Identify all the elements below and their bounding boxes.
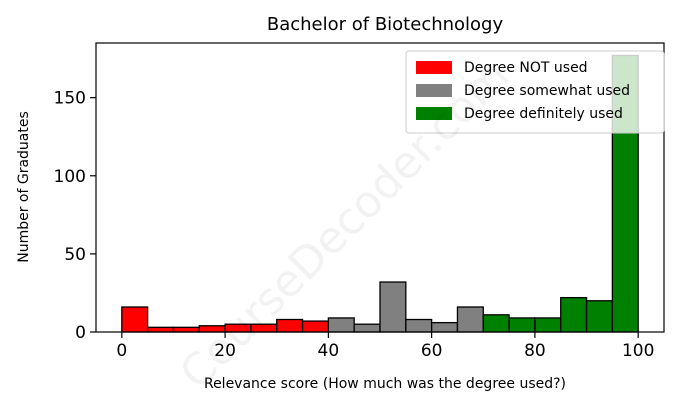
x-axis-label: Relevance score (How much was the degree… (204, 376, 566, 392)
bar-degree-not-used-10 (172, 326, 200, 333)
bar-degree-definitely-used-70 (482, 314, 510, 333)
bars-group (121, 54, 639, 333)
bar-degree-somewhat-used-55 (405, 318, 433, 333)
bar-degree-somewhat-used-60 (430, 321, 459, 333)
watermark: CourseDecoder.com (170, 50, 519, 399)
bar-degree-somewhat-used-50 (379, 281, 407, 333)
x-axis-ticks: 0 20 40 60 80 100 (116, 332, 654, 361)
y-axis-label: Number of Graduates (16, 111, 32, 263)
legend-swatch (416, 107, 452, 120)
x-tick-label: 20 (214, 341, 236, 361)
x-tick-label: 60 (421, 341, 443, 361)
bar-degree-definitely-used-75 (508, 317, 536, 333)
y-tick-label: 0 (75, 323, 86, 343)
legend-swatch (416, 61, 452, 74)
legend-label: Degree somewhat used (464, 83, 630, 99)
bar-degree-definitely-used-80 (534, 317, 562, 333)
bar-degree-not-used-0 (121, 306, 149, 333)
bar-degree-not-used-5 (146, 326, 175, 333)
y-tick-label: 100 (54, 167, 86, 187)
legend: Degree NOT used Degree somewhat used Degre… (405, 50, 665, 134)
legend-swatch (416, 84, 452, 97)
x-tick-label: 80 (524, 341, 546, 361)
y-tick-label: 50 (64, 245, 86, 265)
bar-degree-definitely-used-90 (585, 300, 614, 333)
chart-title: Bachelor of Biotechnology (267, 14, 504, 35)
y-tick-label: 150 (54, 89, 86, 109)
y-axis-ticks: 0 50 100 150 (54, 89, 96, 343)
bar-degree-somewhat-used-65 (456, 306, 484, 333)
bar-degree-not-used-35 (301, 320, 330, 333)
bar-degree-somewhat-used-45 (353, 323, 381, 333)
x-tick-label: 100 (622, 341, 654, 361)
x-tick-label: 40 (318, 341, 340, 361)
bar-degree-somewhat-used-40 (327, 317, 355, 333)
bar-degree-definitely-used-85 (560, 296, 588, 333)
legend-label: Degree NOT used (464, 60, 588, 76)
legend-box (405, 50, 665, 134)
legend-label: Degree definitely used (464, 106, 623, 122)
plot-frame (95, 42, 665, 333)
x-tick-label: 0 (116, 341, 127, 361)
